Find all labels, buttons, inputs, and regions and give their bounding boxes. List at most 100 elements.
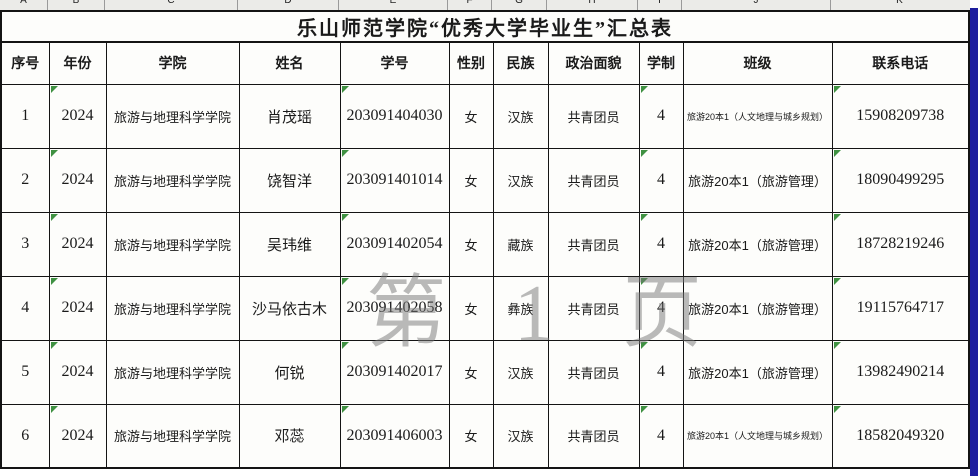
column-header-c[interactable]: C	[105, 0, 238, 10]
column-header-e[interactable]: E	[339, 0, 448, 10]
cell-student-id[interactable]: 203091406003	[339, 403, 450, 469]
cell-college[interactable]: 旅游与地理科学学院	[105, 403, 240, 469]
cell-college[interactable]: 旅游与地理科学学院	[105, 147, 240, 213]
cell-student-id[interactable]: 203091402058	[339, 275, 450, 341]
column-header-h[interactable]: H	[547, 0, 638, 10]
cell-class[interactable]: 旅游20本1（旅游管理）	[682, 339, 833, 405]
cell-name[interactable]: 肖茂瑶	[238, 83, 341, 149]
column-header-f[interactable]: F	[448, 0, 492, 10]
cell-class[interactable]: 旅游20本1（人文地理与城乡规划）	[682, 403, 833, 469]
cell-class[interactable]: 旅游20本1（人文地理与城乡规划）	[682, 83, 833, 149]
cell-duration[interactable]: 4	[638, 83, 684, 149]
column-header-college[interactable]: 学院	[105, 41, 240, 85]
cell-index[interactable]: 3	[0, 211, 50, 277]
cell-phone[interactable]: 18582049320	[831, 403, 970, 469]
cell-value: 18582049320	[856, 426, 945, 444]
cell-index[interactable]: 4	[0, 275, 50, 341]
title-cell[interactable]: 乐山师范学院“优秀大学毕业生”汇总表	[0, 10, 970, 43]
cell-year[interactable]: 2024	[48, 83, 107, 149]
column-header-label: 姓名	[275, 55, 304, 72]
text-format-flag-icon	[640, 149, 648, 157]
column-header-label: 性别	[457, 55, 485, 72]
cell-index[interactable]: 6	[0, 403, 50, 469]
cell-class[interactable]: 旅游20本1（旅游管理）	[682, 211, 833, 277]
column-header-ethnicity[interactable]: 民族	[492, 41, 549, 85]
cell-duration[interactable]: 4	[638, 403, 684, 469]
cell-year[interactable]: 2024	[48, 211, 107, 277]
cell-phone[interactable]: 18090499295	[831, 147, 970, 213]
text-format-flag-icon	[640, 341, 648, 349]
cell-phone[interactable]: 13982490214	[831, 339, 970, 405]
column-header-a[interactable]: A	[0, 0, 48, 10]
column-header-i[interactable]: I	[638, 0, 682, 10]
cell-name[interactable]: 饶智洋	[238, 147, 341, 213]
column-header-phone[interactable]: 联系电话	[831, 41, 970, 85]
cell-ethnicity[interactable]: 汉族	[492, 83, 549, 149]
text-format-flag-icon	[50, 213, 58, 221]
cell-gender[interactable]: 女	[448, 275, 494, 341]
cell-college[interactable]: 旅游与地理科学学院	[105, 211, 240, 277]
cell-duration[interactable]: 4	[638, 211, 684, 277]
column-header-name[interactable]: 姓名	[238, 41, 341, 85]
column-header-gender[interactable]: 性别	[448, 41, 494, 85]
cell-year[interactable]: 2024	[48, 275, 107, 341]
column-header-k[interactable]: K	[831, 0, 968, 10]
column-header-duration[interactable]: 学制	[638, 41, 684, 85]
cell-ethnicity[interactable]: 彝族	[492, 275, 549, 341]
column-header-j[interactable]: J	[682, 0, 831, 10]
cell-phone[interactable]: 15908209738	[831, 83, 970, 149]
cell-name[interactable]: 邓蕊	[238, 403, 341, 469]
cell-political-status[interactable]: 共青团员	[547, 275, 640, 341]
column-header-b[interactable]: B	[48, 0, 105, 10]
cell-year[interactable]: 2024	[48, 339, 107, 405]
cell-student-id[interactable]: 203091402017	[339, 339, 450, 405]
cell-student-id[interactable]: 203091404030	[339, 83, 450, 149]
column-header-index[interactable]: 序号	[0, 41, 50, 85]
column-header-label: 年份	[63, 55, 92, 72]
cell-gender[interactable]: 女	[448, 147, 494, 213]
cell-college[interactable]: 旅游与地理科学学院	[105, 275, 240, 341]
cell-name[interactable]: 何锐	[238, 339, 341, 405]
column-header-student-id[interactable]: 学号	[339, 41, 450, 85]
cell-ethnicity[interactable]: 藏族	[492, 211, 549, 277]
cell-year[interactable]: 2024	[48, 403, 107, 469]
cell-political-status[interactable]: 共青团员	[547, 339, 640, 405]
column-header-label: 序号	[11, 55, 40, 72]
cell-student-id[interactable]: 203091401014	[339, 147, 450, 213]
cell-phone[interactable]: 19115764717	[831, 275, 970, 341]
column-header-year[interactable]: 年份	[48, 41, 107, 85]
cell-gender[interactable]: 女	[448, 403, 494, 469]
cell-index[interactable]: 1	[0, 83, 50, 149]
cell-class[interactable]: 旅游20本1（旅游管理）	[682, 147, 833, 213]
cell-college[interactable]: 旅游与地理科学学院	[105, 339, 240, 405]
cell-value: 13982490214	[856, 363, 945, 380]
cell-political-status[interactable]: 共青团员	[547, 147, 640, 213]
cell-duration[interactable]: 4	[638, 147, 684, 213]
cell-gender[interactable]: 女	[448, 339, 494, 405]
column-header-g[interactable]: G	[492, 0, 547, 10]
column-header-d[interactable]: D	[238, 0, 339, 10]
cell-ethnicity[interactable]: 汉族	[492, 147, 549, 213]
cell-name[interactable]: 吴玮维	[238, 211, 341, 277]
cell-year[interactable]: 2024	[48, 147, 107, 213]
cell-college[interactable]: 旅游与地理科学学院	[105, 83, 240, 149]
cell-name[interactable]: 沙马依古木	[238, 275, 341, 341]
column-header-political-status[interactable]: 政治面貌	[547, 41, 640, 85]
cell-gender[interactable]: 女	[448, 211, 494, 277]
cell-political-status[interactable]: 共青团员	[547, 83, 640, 149]
cell-index[interactable]: 5	[0, 339, 50, 405]
cell-duration[interactable]: 4	[638, 339, 684, 405]
cell-political-status[interactable]: 共青团员	[547, 211, 640, 277]
cell-ethnicity[interactable]: 汉族	[492, 403, 549, 469]
cell-value: 沙马依古木	[251, 300, 327, 318]
cell-student-id[interactable]: 203091402054	[339, 211, 450, 277]
cell-index[interactable]: 2	[0, 147, 50, 213]
cell-class[interactable]: 旅游20本1（旅游管理）	[682, 275, 833, 341]
column-header-label: 学院	[158, 55, 187, 72]
cell-duration[interactable]: 4	[638, 275, 684, 341]
column-header-class[interactable]: 班级	[682, 41, 833, 85]
cell-ethnicity[interactable]: 汉族	[492, 339, 549, 405]
cell-political-status[interactable]: 共青团员	[547, 403, 640, 469]
cell-phone[interactable]: 18728219246	[831, 211, 970, 277]
cell-gender[interactable]: 女	[448, 83, 494, 149]
